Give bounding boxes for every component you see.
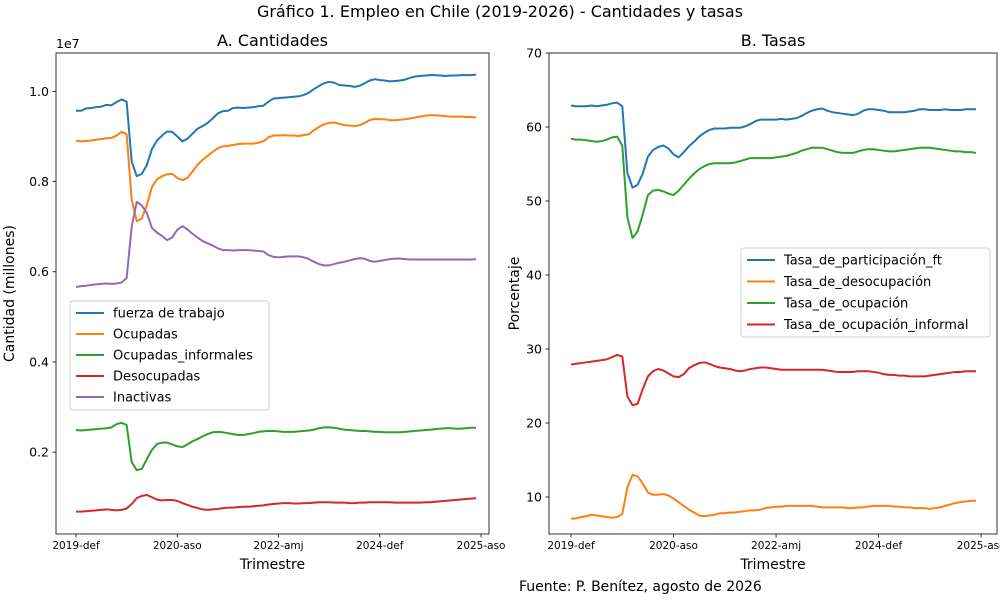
legend-label: Tasa_de_ocupación: [783, 297, 908, 312]
legend: fuerza de trabajo Ocupadas Ocupadas_inform…: [69, 300, 270, 411]
legend-label: Ocupadas_informales: [113, 349, 253, 364]
x-tick-label: 2022-amj: [253, 540, 303, 552]
y-axis-label: Cantidad (millones): [2, 225, 18, 362]
chart-tasas: 10 20 30 40 50 60 70 2019-def 2020-aso 2022-amj 20…: [507, 31, 1000, 573]
series-line-3: [570, 353, 976, 407]
series-line-1: [75, 114, 477, 223]
y-tick-label: 1.0: [29, 84, 49, 99]
x-tick-label: 2024-def: [855, 540, 903, 552]
y-tick-label: 60: [526, 120, 542, 135]
y-tick-label: 0.6: [29, 264, 49, 279]
legend-label: Tasa_de_desocupación: [783, 275, 931, 290]
y-tick-label: 50: [526, 194, 542, 209]
series-line-4: [75, 200, 477, 289]
chart-cantidades: 0.2 0.4 0.6 0.8 1.0 2019-def 2020-aso 2022-amj 2…: [2, 31, 505, 573]
y-tick-label: 0.2: [29, 445, 49, 460]
legend-label: Inactivas: [113, 391, 172, 406]
plot-frame: [55, 52, 490, 535]
axes-title: B. Tasas: [741, 31, 806, 50]
y-offset-label: 1e7: [56, 36, 80, 51]
x-tick-label: 2025-aso: [957, 540, 1000, 552]
legend-label: Ocupadas: [113, 328, 178, 343]
series-line-2: [75, 421, 476, 472]
y-tick-label: 0.8: [29, 174, 49, 189]
source-note: Fuente: P. Benítez, agosto de 2026: [519, 579, 762, 595]
y-axis-label: Porcentaje: [507, 257, 523, 331]
series-line-2: [570, 135, 977, 239]
x-tick-label: 2020-aso: [649, 540, 698, 552]
legend: Tasa_de_participación_ft Tasa_de_desocupa…: [740, 247, 991, 338]
x-tick-label: 2019-def: [547, 540, 595, 552]
y-tick-label: 30: [526, 342, 542, 357]
x-tick-label: 2025-aso: [457, 540, 506, 552]
series-line-0: [570, 101, 976, 189]
legend-label: Tasa_de_ocupación_informal: [783, 318, 969, 333]
x-tick-label: 2022-amj: [751, 540, 801, 552]
legend-box: [69, 300, 270, 411]
series-line-1: [571, 473, 976, 520]
legend-label: fuerza de trabajo: [113, 307, 225, 322]
x-axis-label: Trimestre: [239, 557, 305, 573]
legend-box: [740, 247, 991, 338]
legend-label: Desocupadas: [113, 370, 201, 385]
x-tick-label: 2020-aso: [153, 540, 202, 552]
y-tick-label: 0.4: [29, 354, 49, 369]
x-tick-label: 2024-def: [356, 540, 404, 552]
y-tick-label: 20: [526, 416, 542, 431]
legend-label: Tasa_de_participación_ft: [783, 254, 942, 269]
x-tick-label: 2019-def: [52, 540, 100, 552]
x-axis-label: Trimestre: [739, 557, 805, 573]
series-line-0: [76, 73, 477, 178]
plot-frame: [548, 52, 998, 535]
y-tick-label: 10: [526, 490, 542, 505]
y-tick-label: 70: [526, 46, 542, 61]
figure-title: Gráfico 1. Empleo en Chile (2019-2026) -…: [256, 2, 744, 21]
axes-title: A. Cantidades: [217, 31, 328, 50]
series-line-3: [76, 493, 477, 513]
y-tick-label: 40: [526, 268, 542, 283]
